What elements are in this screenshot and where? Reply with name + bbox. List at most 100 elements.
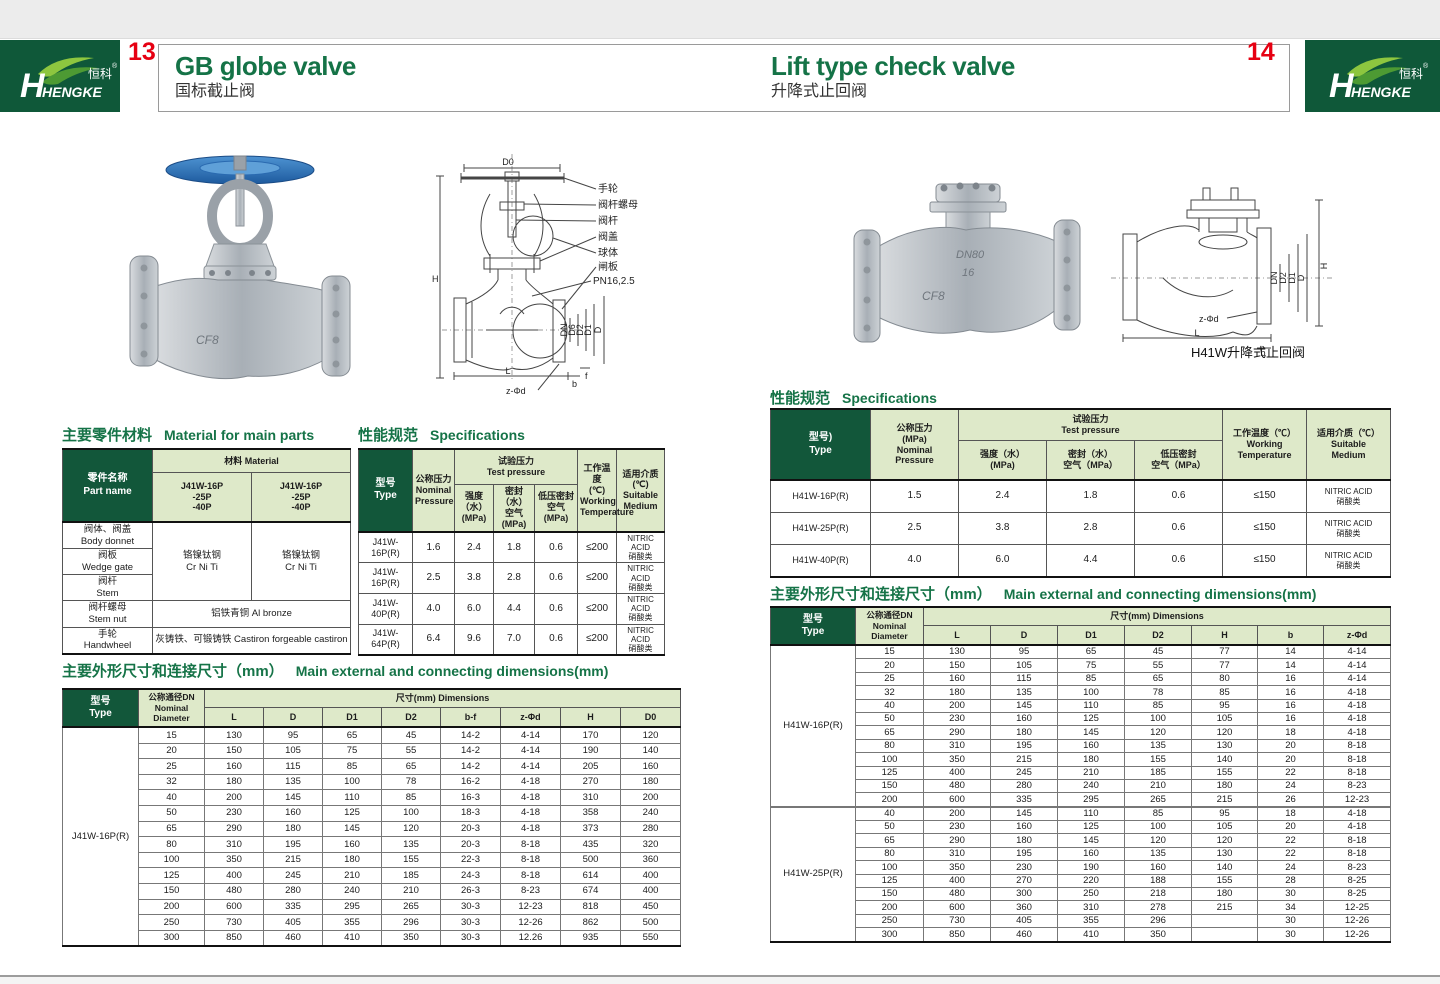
dim-flange-dn: DN: [1269, 272, 1279, 285]
table-row: 20 150 105 75 55 77 14 4-14: [771, 658, 1392, 673]
table-row: 40 200 145 110 85 95 16 4-18: [771, 698, 1392, 713]
table-cell: 120: [1191, 833, 1258, 848]
table-cell: 34: [1257, 900, 1324, 915]
table-cell: 4-14: [500, 758, 561, 775]
col-header-D1: D1: [322, 707, 382, 728]
table-row: 50 230 160 125 100 105 16 4-18: [771, 711, 1392, 727]
table-cell: 240: [1057, 778, 1125, 794]
dim-flange-dn: DN: [559, 324, 569, 337]
top-margin-strip: [0, 0, 1440, 39]
table-cell: 12-23: [500, 898, 561, 916]
table-row: 200 600 335 295 265 215 26 12-23: [771, 792, 1392, 808]
table-cell: J41W-16P(R): [358, 562, 413, 594]
table-cell: 350: [923, 752, 991, 767]
dim-h: H: [1319, 263, 1329, 270]
table-row: 150 480 280 240 210 26-3 8-23 674 400: [63, 882, 682, 900]
table-cell: 180: [923, 685, 991, 700]
table-cell: 400: [923, 873, 991, 889]
table-cell: 230: [923, 820, 991, 835]
table-cell: NITRIC ACID 硝酸类: [1306, 479, 1392, 513]
table-cell: 20-3: [440, 836, 501, 853]
table-cell: 185: [1124, 765, 1192, 780]
table-cell: 125: [855, 765, 924, 780]
table-cell: 15: [855, 644, 924, 660]
table-cell: 405: [263, 914, 323, 931]
table-cell: 400: [619, 867, 682, 884]
table-cell: 310: [1057, 900, 1125, 915]
table-cell: 295: [322, 898, 382, 916]
left-flange: [853, 229, 881, 343]
table-cell: 110: [1057, 698, 1125, 713]
table-cell: 22: [1257, 846, 1324, 862]
table-cell: 8-25: [1322, 887, 1392, 902]
table-cell: 862: [560, 914, 621, 931]
table-cell: 0.6: [1133, 544, 1224, 578]
table-cell: 200: [138, 898, 205, 916]
table-cell: 120: [619, 726, 682, 744]
table-cell: 6.4: [412, 623, 455, 656]
table-cell: 8-18: [1322, 846, 1392, 862]
table-cell: 850: [923, 927, 991, 943]
table-row: 80 310 195 160 135 130 20 8-18: [771, 738, 1392, 754]
table-cell: 400: [619, 882, 682, 900]
table-cell: 1.5: [870, 479, 959, 513]
col-header-D2: D2: [381, 707, 441, 728]
table-cell: 200: [619, 789, 682, 806]
table-cell: 75: [322, 742, 382, 760]
col-header-nominal-pressure: 公称压力 Nominal Pressure: [412, 448, 455, 533]
table-cell: NITRIC ACID 硝酸类: [616, 562, 666, 594]
col-header-test-pressure: 试验压力 Test pressure: [453, 448, 579, 485]
table-cell: 190: [560, 742, 621, 760]
table-cell: 0.6: [533, 593, 579, 625]
table-cell: 435: [560, 836, 621, 853]
table-cell: 100: [381, 804, 441, 822]
col-header-seal: 密封（水） 空气（MPa）: [1046, 440, 1135, 481]
table-cell: 296: [1124, 913, 1192, 929]
table-cell: 818: [560, 898, 621, 916]
table-cell: 8-18: [1322, 752, 1392, 767]
col-header-seal: 密封（水） 空气 (MPa): [493, 483, 535, 533]
table-cell: 4-18: [500, 773, 561, 791]
part-label-bonnet: 阀盖: [598, 230, 618, 243]
table-cell: 2.5: [870, 512, 959, 545]
table-cell: 150: [923, 658, 991, 673]
table-cell: 230: [923, 711, 991, 727]
table-cell: 30: [1257, 913, 1324, 929]
table-cell: 270: [990, 873, 1058, 889]
table-cell: 45: [381, 726, 441, 744]
table-cell: 22: [1257, 833, 1324, 848]
table-row: 65 290 180 145 120 120 18 4-18: [771, 725, 1392, 740]
col-header-type: 型号 Type: [62, 688, 139, 728]
table-cell: 180: [263, 820, 323, 838]
col-header-strength: 强度（水） (MPa): [958, 440, 1047, 481]
table-cell: ≤200: [577, 531, 618, 564]
table-cell: 85: [1057, 671, 1125, 687]
table-cell: 210: [322, 867, 382, 884]
table-cell: 8-18: [1322, 765, 1392, 780]
table-cell: 12-26: [500, 914, 561, 931]
table-cell: 150: [204, 742, 264, 760]
table-cell: 20: [138, 742, 205, 760]
table-cell: 65: [322, 726, 382, 744]
table-row: 65 290 180 145 120 20-3 4-18 373 280: [63, 820, 682, 838]
table-cell: 16: [1257, 671, 1324, 687]
table-cell: NITRIC ACID 硝酸类: [616, 623, 666, 656]
table-row: 300 850 460 410 350 30 12-26: [771, 927, 1392, 943]
table-cell: 600: [923, 900, 991, 915]
table-cell: 95: [263, 726, 323, 744]
table-cell: 290: [204, 820, 264, 838]
table-cell: ≤150: [1222, 544, 1308, 578]
table-cell: 460: [263, 929, 323, 947]
table-cell: 40: [138, 789, 205, 806]
table-cell: 250: [1057, 887, 1125, 902]
table-row: 100 350 215 180 155 140 20 8-18: [771, 752, 1392, 767]
table-cell: 120: [1124, 725, 1192, 740]
photo-marking: 16: [962, 267, 975, 279]
material-cell: 铝铁青铜 Al bronze: [151, 600, 352, 628]
brand-initial: H: [20, 67, 46, 105]
table-cell: 22: [1257, 765, 1324, 780]
part-name-cell: 阀板 Wedge gate: [62, 548, 153, 576]
table-cell: 205: [560, 758, 621, 775]
table-cell: 245: [990, 765, 1058, 780]
section-title-dimensions: 主要外形尺寸和连接尺寸（mm） Main external and connect…: [770, 586, 1317, 603]
